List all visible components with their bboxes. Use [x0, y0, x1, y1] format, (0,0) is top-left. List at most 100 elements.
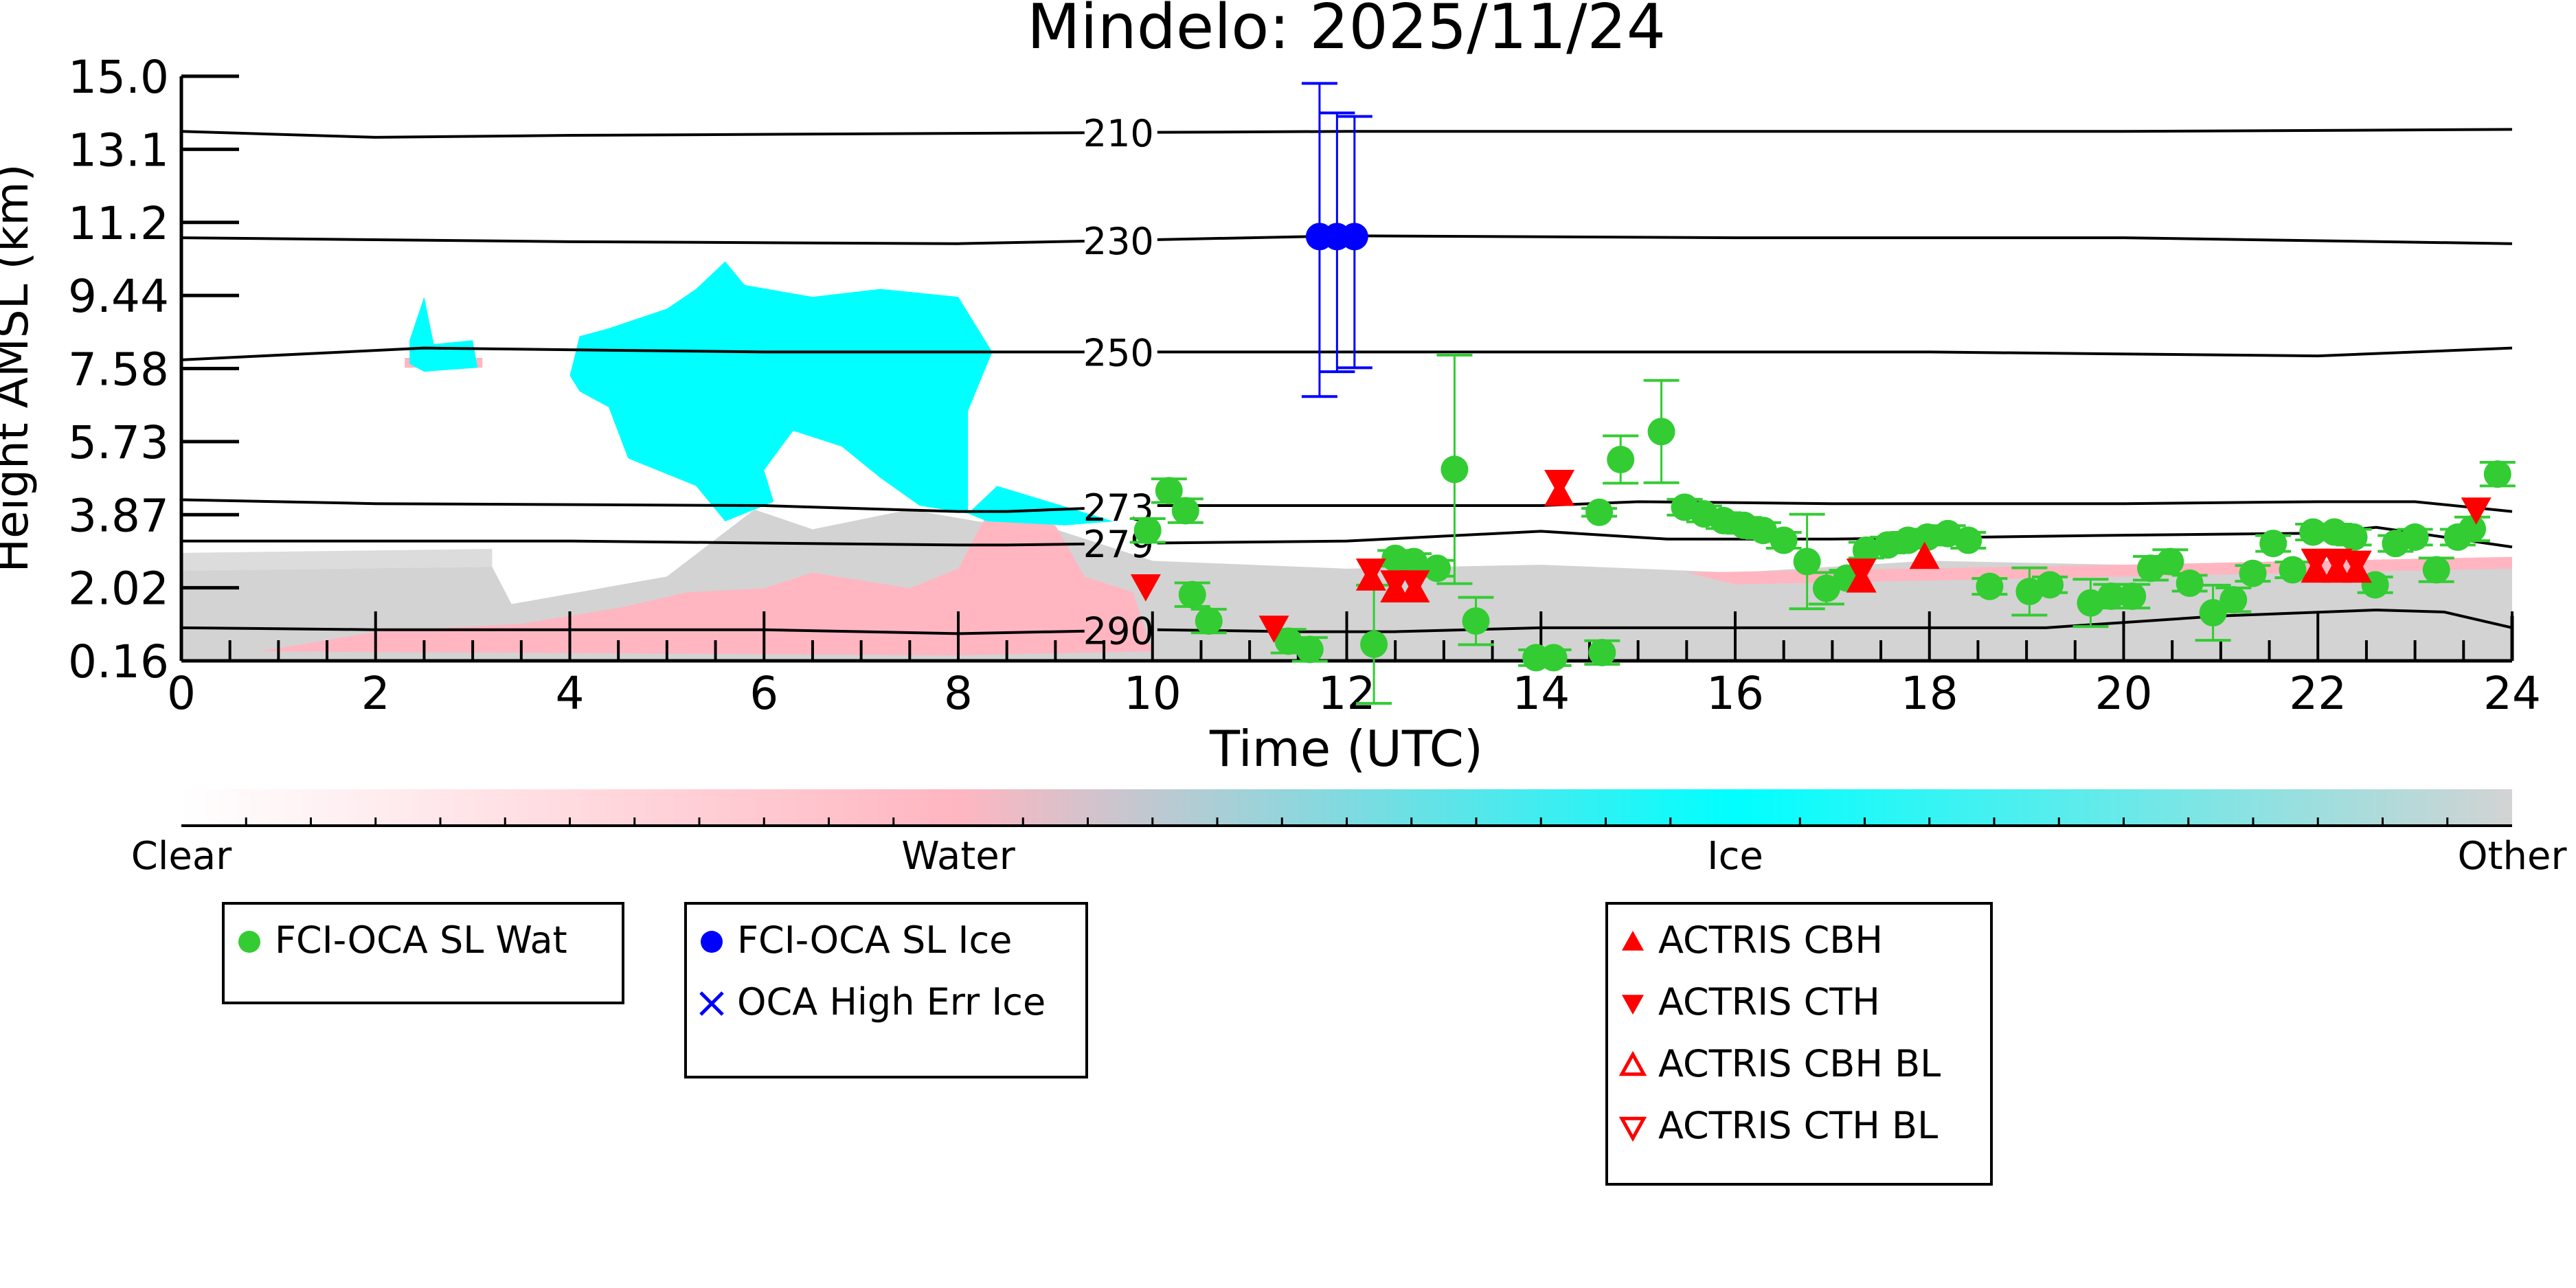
- fci-oca-sl-wat-point: [1812, 574, 1840, 602]
- fci-oca-sl-wat-point: [1647, 418, 1675, 446]
- x-tick-label: 6: [749, 667, 778, 720]
- fci-oca-sl-wat-point: [2279, 556, 2307, 584]
- y-tick-label: 9.44: [68, 270, 169, 323]
- fci-oca-sl-wat-point: [2156, 547, 2184, 576]
- x-axis-label: Time (UTC): [1209, 720, 1483, 778]
- x-tick-label: 14: [1512, 667, 1570, 720]
- cloud-mask-layer: [181, 261, 2512, 661]
- isotherm-label: 230: [1083, 220, 1154, 263]
- legend-marker: [701, 931, 723, 953]
- legend-marker: [699, 991, 724, 1016]
- fci-oca-sl-wat-point: [1360, 630, 1388, 658]
- data-points-layer: [1129, 82, 2516, 705]
- fci-oca-sl-wat-point: [2097, 582, 2125, 610]
- fci-oca-sl-wat-point: [1178, 580, 1206, 609]
- fci-oca-sl-wat-point: [1770, 526, 1798, 554]
- legend-box-3: ACTRIS CBH ACTRIS CTH ACTRIS CBH BL ACTRIS …: [1605, 902, 1993, 1186]
- mask-region-other: [181, 549, 493, 571]
- fci-oca-sl-wat-point: [1462, 607, 1490, 635]
- legend-marker: [1622, 931, 1644, 951]
- fci-oca-sl-wat-point: [1585, 498, 1614, 526]
- legend-marker: [1618, 1116, 1647, 1142]
- legend-label: ACTRIS CTH: [1658, 980, 1880, 1024]
- fci-oca-sl-wat-point: [1607, 445, 1635, 473]
- legend-label: ACTRIS CBH: [1658, 918, 1883, 962]
- legend-frame: [1605, 902, 1993, 1186]
- y-axis-label: Height AMSL (km): [0, 164, 38, 573]
- fci-oca-sl-wat-point: [2239, 559, 2267, 587]
- actris-cth-point: [2461, 497, 2492, 525]
- actris-cth-point: [1380, 570, 1411, 598]
- fci-oca-sl-ice-point: [1340, 223, 1368, 251]
- y-tick-label: 3.87: [68, 489, 169, 542]
- fci-oca-sl-wat-point: [2422, 556, 2450, 584]
- y-tick-label: 0.16: [68, 635, 169, 688]
- fci-oca-sl-wat-point: [1171, 497, 1199, 525]
- isotherm-label: 210: [1083, 112, 1154, 155]
- fci-oca-sl-wat-point: [1954, 526, 1982, 554]
- x-tick-label: 18: [1901, 667, 1958, 720]
- fci-oca-sl-wat-point: [2219, 586, 2248, 614]
- isotherm-line-230: [1157, 234, 2513, 245]
- legend-marker: [1618, 1050, 1647, 1076]
- x-tick-label: 20: [2095, 667, 2153, 720]
- actris-cth-point: [1355, 558, 1386, 586]
- x-tick-label: 24: [2483, 667, 2541, 720]
- colorbar-label-other: Other: [2457, 834, 2567, 879]
- isotherm-line-279: [181, 539, 1085, 547]
- actris-cth-point: [1399, 570, 1430, 598]
- legend-box-1: FCI-OCA SL Wat: [222, 902, 624, 1004]
- colorbar: Clear Water Ice Other: [131, 789, 2567, 879]
- fci-oca-sl-wat-point: [1440, 455, 1469, 484]
- isotherm-label: 250: [1083, 331, 1154, 374]
- legend-label: FCI-OCA SL Ice: [737, 918, 1012, 962]
- fci-oca-sl-wat-point: [2401, 523, 2429, 551]
- y-tick-label: 11.2: [68, 197, 169, 250]
- fci-oca-sl-wat-point: [2459, 515, 2487, 543]
- fci-oca-sl-wat-point: [1400, 547, 1428, 576]
- fci-oca-sl-wat-point: [1913, 523, 1941, 551]
- y-tick-label: 5.73: [68, 416, 169, 469]
- fci-oca-sl-wat-point: [2199, 599, 2227, 627]
- fci-oca-sl-wat-point: [2259, 530, 2287, 558]
- y-tick-label: 2.02: [68, 563, 169, 615]
- legend-frame: [222, 902, 624, 1004]
- mask-region-water: [1686, 556, 2512, 585]
- x-tick-label: 12: [1318, 667, 1376, 720]
- fci-oca-sl-wat-point: [1274, 627, 1302, 655]
- y-tick-label: 7.58: [68, 343, 169, 396]
- actris-cbh-point: [1909, 541, 1940, 569]
- mask-region-water: [259, 513, 1153, 655]
- fci-oca-sl-wat-point: [1423, 554, 1451, 583]
- fci-oca-sl-wat-point: [2119, 582, 2147, 610]
- x-tick-label: 16: [1706, 667, 1764, 720]
- x-tick-label: 4: [556, 667, 585, 720]
- fci-oca-sl-wat-point: [1852, 536, 1880, 564]
- x-mark-stroke: [699, 991, 724, 1016]
- y-tick-label: 13.1: [68, 124, 169, 177]
- fci-oca-sl-wat-point: [1588, 638, 1616, 666]
- legend-label: OCA High Err Ice: [737, 980, 1046, 1024]
- fci-oca-sl-wat-point: [1195, 607, 1223, 635]
- x-tick-label: 22: [2289, 667, 2347, 720]
- isotherm-line-210: [181, 130, 1085, 139]
- mask-region-ice: [569, 261, 993, 521]
- fci-oca-sl-wat-point: [2176, 569, 2204, 598]
- x-tick-label: 10: [1124, 667, 1182, 720]
- legend-frame: [684, 902, 1088, 1078]
- actris-cth-point: [1846, 558, 1877, 586]
- fci-oca-sl-wat-point: [1296, 635, 1324, 664]
- isotherm-line-273: [181, 498, 1085, 513]
- mask-region-ice: [968, 486, 1114, 526]
- fci-oca-sl-wat-point: [1976, 572, 2004, 600]
- actris-cth-point: [1544, 470, 1575, 497]
- mask-region-ice: [409, 297, 478, 372]
- isotherm-line-230: [181, 236, 1085, 245]
- fci-oca-sl-wat-point: [2036, 571, 2064, 599]
- isotherm-line-273: [1157, 500, 2513, 513]
- colorbar-label-ice: Ice: [1707, 834, 1763, 879]
- fci-oca-sl-wat-point: [2483, 460, 2511, 488]
